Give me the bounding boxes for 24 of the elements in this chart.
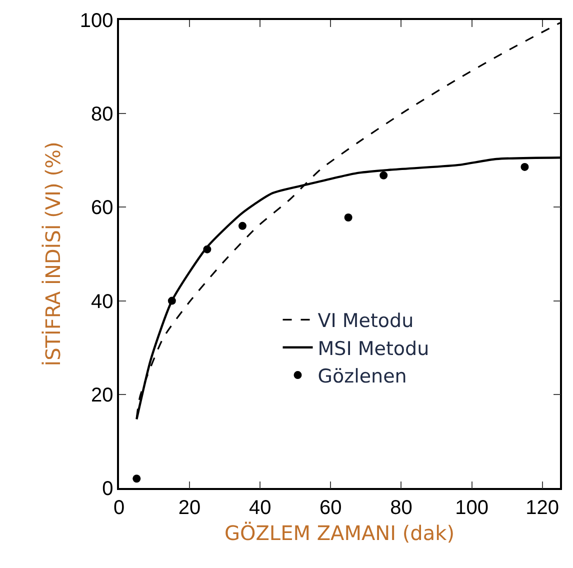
point	[132, 474, 141, 483]
y-axis-title: İSTİFRA İNDİSİ (VI) (%)	[40, 142, 65, 366]
y-tick-label: 20	[91, 384, 114, 406]
x-tick-label: 120	[526, 496, 560, 519]
point	[238, 222, 246, 230]
y-tick-label: 0	[102, 478, 114, 500]
x-tick-label: 20	[178, 496, 201, 519]
point	[168, 296, 176, 305]
x-tick-label: 60	[320, 496, 342, 519]
point	[520, 162, 529, 171]
legend-label: Gözlenen	[318, 365, 407, 388]
point	[203, 245, 212, 254]
x-tick-label: 80	[390, 496, 412, 519]
x-axis-title: GÖZLEM ZAMANI (dak)	[224, 520, 455, 545]
y-tick-label: 40	[91, 290, 114, 313]
y-tick-label: 60	[91, 197, 114, 220]
y-tick-label: 80	[91, 104, 114, 126]
x-tick-label: 40	[248, 496, 272, 519]
y-tick-label: 100	[80, 10, 114, 32]
legend-label: MSI Metodu	[318, 338, 430, 360]
point	[380, 171, 388, 180]
point	[344, 214, 352, 222]
x-tick-label: 100	[455, 496, 488, 519]
legend-label: VI Metodu	[318, 310, 414, 332]
